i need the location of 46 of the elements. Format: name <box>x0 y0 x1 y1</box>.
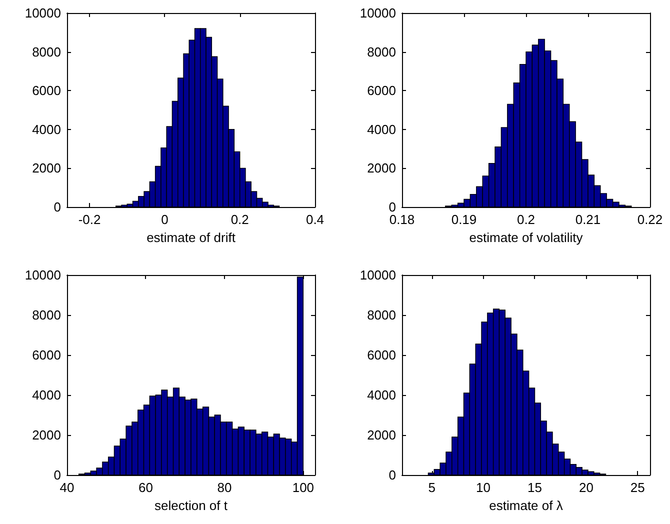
y-tick-label: 6000 <box>32 348 61 362</box>
x-tick-label: 0 <box>161 212 168 227</box>
y-tick-label: 4000 <box>32 122 61 137</box>
y-tick-label: 8000 <box>32 44 61 60</box>
y-tick-label: 0 <box>54 200 61 214</box>
x-tick-label: 100 <box>292 480 314 495</box>
y-tick-label: 8000 <box>367 44 396 60</box>
y-tick-label: 4000 <box>367 122 396 137</box>
y-tick-label: 10000 <box>24 6 61 20</box>
y-tick-label: 0 <box>388 200 396 214</box>
x-tick-label: 5 <box>428 480 436 495</box>
y-tick-label: 4000 <box>367 388 396 402</box>
x-tick-label: 0.19 <box>451 212 477 227</box>
y-tick-label: 6000 <box>367 83 396 98</box>
x-tick-label: 0.4 <box>306 212 324 227</box>
x-tick-label: 0.22 <box>637 212 663 227</box>
y-tick-label: 2000 <box>32 428 61 442</box>
y-tick-label: 8000 <box>367 308 396 322</box>
x-tick-label: 40 <box>60 480 74 495</box>
y-tick-label: 6000 <box>32 83 61 98</box>
y-tick-label: 10000 <box>24 268 61 282</box>
x-tick-label: 0.2 <box>516 212 536 227</box>
x-tick-label: -0.2 <box>78 212 101 227</box>
x-tick-label: 0.2 <box>230 212 249 227</box>
x-tick-label: 10 <box>476 480 491 495</box>
x-tick-label: 0.21 <box>575 212 601 227</box>
x-axis-title: estimate of volatility <box>469 230 584 245</box>
y-tick-label: 10000 <box>360 6 396 20</box>
x-tick-label: 80 <box>217 480 232 495</box>
x-axis-title: estimate of drift <box>146 230 236 245</box>
y-tick-label: 6000 <box>367 348 396 362</box>
x-tick-label: 0.18 <box>389 212 415 227</box>
x-tick-label: 60 <box>138 480 153 495</box>
y-tick-label: 2000 <box>32 160 61 176</box>
x-axis-title: selection of t <box>154 498 228 513</box>
x-tick-label: 25 <box>630 480 645 495</box>
y-tick-label: 2000 <box>367 428 396 442</box>
y-tick-label: 0 <box>54 468 61 482</box>
y-tick-label: 10000 <box>360 268 396 282</box>
x-tick-label: 20 <box>578 480 594 495</box>
y-tick-label: 4000 <box>32 388 61 402</box>
y-tick-label: 2000 <box>367 160 396 176</box>
y-tick-label: 8000 <box>32 308 61 322</box>
x-axis-title: estimate of λ <box>489 498 564 513</box>
y-tick-label: 0 <box>388 468 396 482</box>
x-tick-label: 15 <box>528 480 542 495</box>
